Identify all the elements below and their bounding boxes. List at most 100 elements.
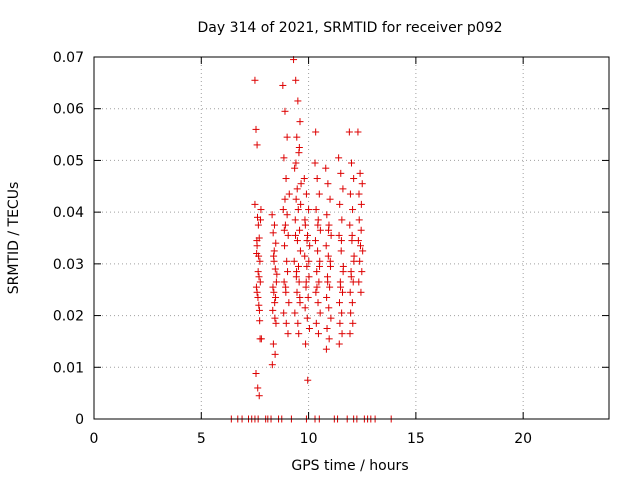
data-point bbox=[359, 247, 367, 255]
y-tick-label: 0.06 bbox=[53, 102, 84, 118]
data-point bbox=[284, 231, 292, 239]
data-point bbox=[325, 226, 333, 234]
data-point bbox=[306, 242, 314, 250]
data-point bbox=[257, 216, 265, 224]
data-point bbox=[336, 319, 344, 327]
data-point bbox=[337, 283, 345, 291]
data-point bbox=[270, 288, 278, 296]
data-point bbox=[295, 330, 303, 338]
data-point bbox=[269, 283, 277, 291]
data-point bbox=[251, 76, 259, 84]
data-point bbox=[273, 270, 281, 278]
data-point bbox=[357, 288, 365, 296]
data-point bbox=[280, 278, 288, 286]
data-point bbox=[252, 125, 260, 133]
data-point bbox=[337, 237, 345, 245]
data-point bbox=[256, 257, 264, 265]
data-point bbox=[356, 169, 364, 177]
data-point bbox=[337, 169, 345, 177]
data-point bbox=[302, 190, 310, 198]
data-point bbox=[354, 128, 362, 136]
data-point bbox=[316, 262, 324, 270]
data-point bbox=[271, 350, 279, 358]
data-point bbox=[346, 190, 354, 198]
data-point bbox=[296, 226, 304, 234]
data-point bbox=[314, 299, 322, 307]
data-point bbox=[348, 231, 356, 239]
data-point bbox=[255, 301, 263, 309]
data-point bbox=[312, 319, 320, 327]
y-tick-label: 0.07 bbox=[53, 50, 84, 66]
data-point bbox=[315, 190, 323, 198]
data-point bbox=[271, 314, 279, 322]
data-point bbox=[324, 278, 332, 286]
data-point bbox=[271, 265, 279, 273]
data-point bbox=[302, 278, 310, 286]
data-point bbox=[252, 369, 260, 377]
data-point bbox=[313, 268, 321, 276]
data-point bbox=[253, 288, 261, 296]
data-point bbox=[283, 211, 291, 219]
data-point bbox=[336, 200, 344, 208]
data-point bbox=[346, 330, 354, 338]
y-tick-label: 0.03 bbox=[53, 257, 84, 273]
data-point bbox=[281, 221, 289, 229]
data-point bbox=[305, 206, 313, 214]
tick-labels: 0 0.01 0.02 0.03 0.04 0.05 0.06 0.07 0 5 10 15 20 bbox=[53, 50, 532, 447]
data-point bbox=[285, 299, 293, 307]
data-point bbox=[357, 226, 365, 234]
data-point bbox=[257, 206, 265, 214]
data-point bbox=[314, 221, 322, 229]
data-point bbox=[296, 118, 304, 126]
y-tick-label: 0.01 bbox=[53, 360, 84, 376]
data-point bbox=[301, 304, 309, 312]
data-point bbox=[254, 268, 262, 276]
data-point bbox=[251, 200, 259, 208]
data-point bbox=[355, 216, 363, 224]
x-tick-label: 0 bbox=[90, 431, 99, 447]
data-point bbox=[338, 309, 346, 317]
data-point bbox=[290, 257, 298, 265]
data-point bbox=[327, 314, 335, 322]
x-tick-label: 5 bbox=[197, 431, 206, 447]
data-point bbox=[303, 237, 311, 245]
data-point bbox=[349, 206, 357, 214]
data-point bbox=[253, 237, 261, 245]
data-point bbox=[296, 247, 304, 255]
data-point bbox=[282, 283, 290, 291]
data-point bbox=[293, 237, 301, 245]
data-point bbox=[269, 306, 277, 314]
data-point bbox=[326, 257, 334, 265]
data-point bbox=[296, 293, 304, 301]
data-point bbox=[272, 239, 280, 247]
data-point bbox=[305, 273, 313, 281]
data-point bbox=[255, 252, 263, 260]
data-point bbox=[322, 164, 330, 172]
x-tick-label: 15 bbox=[407, 431, 425, 447]
data-point bbox=[269, 340, 277, 348]
data-point bbox=[311, 159, 319, 167]
data-point bbox=[255, 306, 263, 314]
data-point bbox=[356, 257, 364, 265]
data-point bbox=[335, 231, 343, 239]
data-point bbox=[312, 128, 320, 136]
data-point bbox=[280, 309, 288, 317]
data-point bbox=[268, 211, 276, 219]
data-point bbox=[280, 154, 288, 162]
data-point bbox=[291, 231, 299, 239]
data-point bbox=[335, 340, 343, 348]
data-point bbox=[315, 278, 323, 286]
data-point bbox=[272, 293, 280, 301]
plot-frame bbox=[93, 56, 610, 420]
data-point bbox=[284, 330, 292, 338]
data-point bbox=[281, 195, 289, 203]
data-point bbox=[271, 299, 279, 307]
data-point bbox=[294, 319, 302, 327]
axis-ticks bbox=[93, 56, 609, 420]
data-point bbox=[297, 180, 305, 188]
data-point bbox=[314, 330, 322, 338]
data-point bbox=[301, 252, 309, 260]
data-point bbox=[293, 133, 301, 141]
data-point bbox=[302, 340, 310, 348]
y-tick-label: 0 bbox=[75, 412, 84, 428]
